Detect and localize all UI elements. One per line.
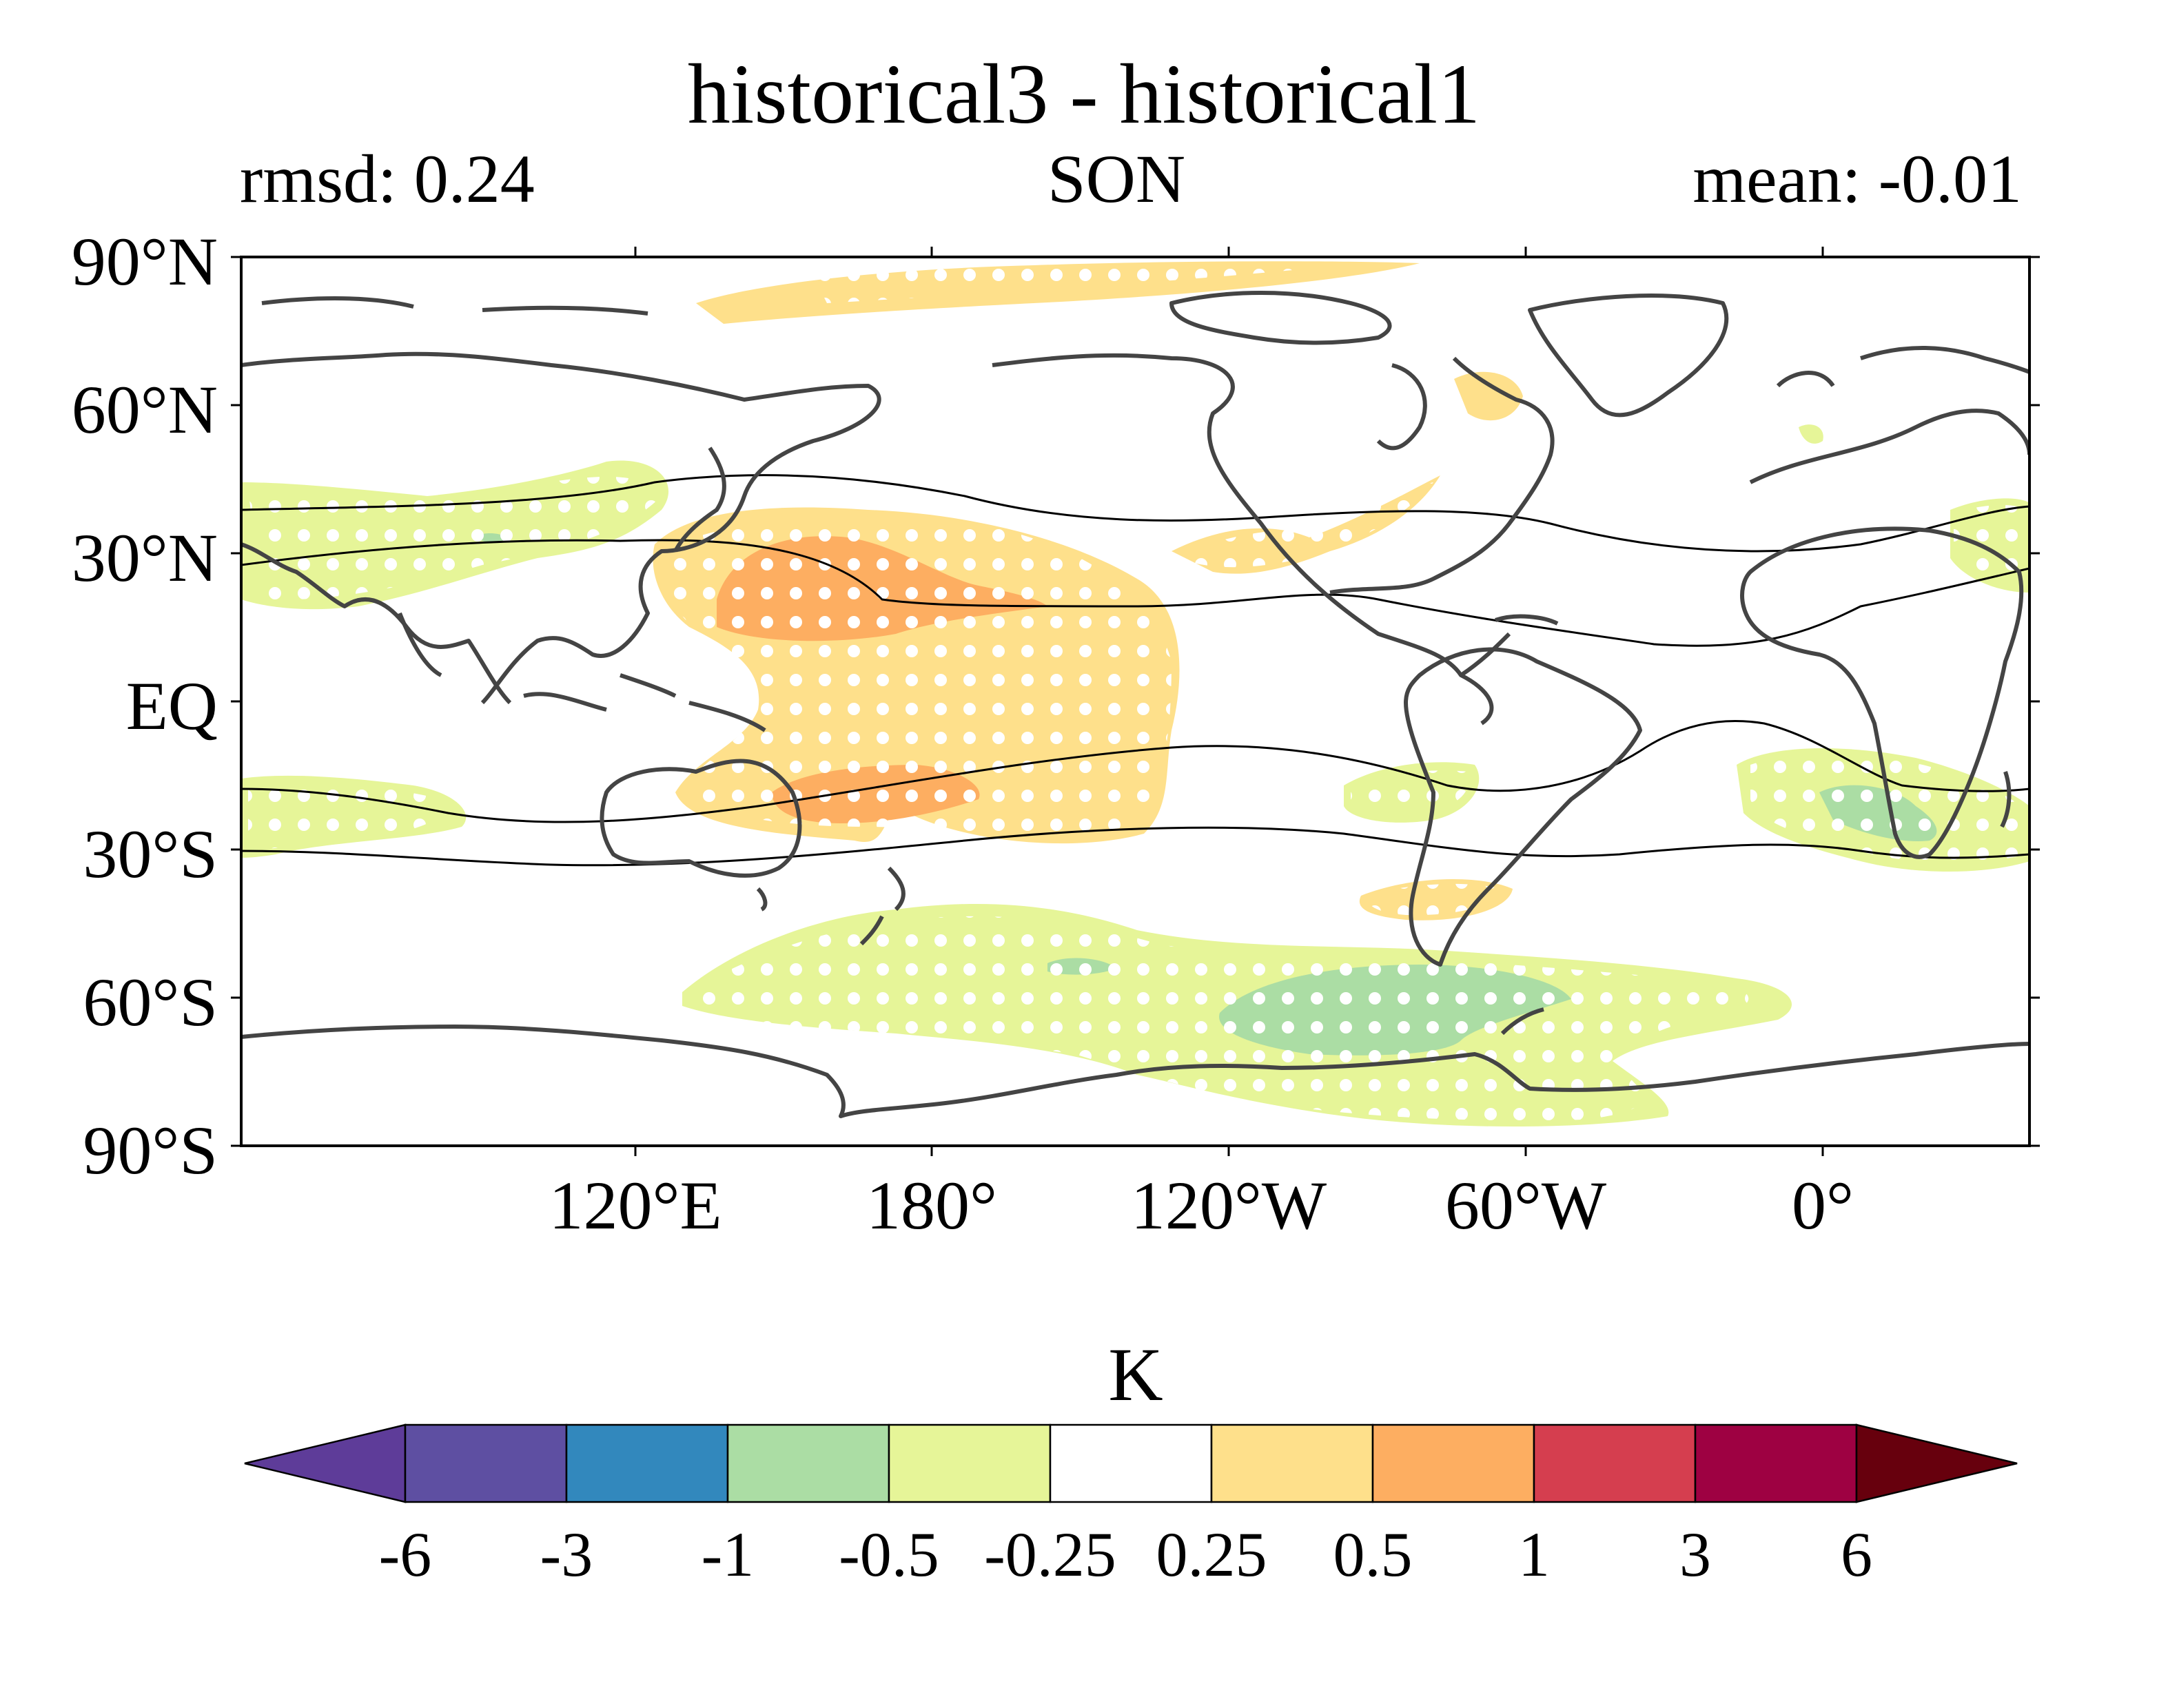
significance-stippling: [248, 263, 2026, 1121]
lon-label: 120°E: [549, 1167, 722, 1244]
lon-label: 60°W: [1444, 1167, 1607, 1244]
colorbar-extend-high: [1855, 1423, 2018, 1503]
colorbar-tick: -0.5: [839, 1519, 939, 1589]
lon-label: 180°: [866, 1167, 997, 1244]
lat-label: 90°N: [71, 223, 218, 300]
lon-label: 120°W: [1130, 1167, 1327, 1244]
lon-label: 0°: [1792, 1167, 1854, 1244]
lat-label: EQ: [125, 668, 218, 744]
colorbar-tick: -6: [378, 1519, 432, 1589]
colorbar-tick: -0.25: [984, 1519, 1116, 1589]
colorbar-tick: 0.25: [1156, 1519, 1267, 1589]
lat-label: 90°S: [83, 1112, 218, 1189]
rmsd-label: rmsd: 0.24: [240, 141, 535, 217]
colorbar-extend-low: [244, 1423, 407, 1503]
coastlines: [241, 291, 2029, 1118]
cool-anomaly-northeast-canada: [1799, 424, 1823, 444]
figure-title: historical3 - historical1: [687, 47, 1481, 141]
colorbar-tick: 0.5: [1333, 1519, 1413, 1589]
colorbar-bin: [1694, 1423, 1858, 1503]
reference-contours: [241, 474, 2029, 867]
colorbar-tick: 1: [1518, 1519, 1550, 1589]
lat-label: 60°S: [83, 964, 218, 1040]
colorbar-bin: [1049, 1423, 1213, 1503]
colorbar-bin: [404, 1423, 568, 1503]
colorbar-tick: 6: [1841, 1519, 1872, 1589]
warm-anomaly-greenland: [1454, 371, 1523, 421]
lat-label: 30°N: [71, 519, 218, 596]
lat-label: 60°N: [71, 371, 218, 448]
colorbar-bin: [1210, 1423, 1374, 1503]
colorbar-bin: [1533, 1423, 1697, 1503]
colorbar-tick: -1: [701, 1519, 755, 1589]
season-label: SON: [1047, 141, 1186, 217]
colorbar-bin: [888, 1423, 1052, 1503]
colorbar-label: K: [1108, 1333, 1163, 1417]
colorbar-bin: [726, 1423, 890, 1503]
colorbar-bin: [1371, 1423, 1535, 1503]
mean-label: mean: -0.01: [1693, 141, 2022, 217]
colorbar-tick: -3: [540, 1519, 593, 1589]
colorbar-tick: 3: [1679, 1519, 1711, 1589]
colorbar-bin: [565, 1423, 729, 1503]
lat-ticks: [231, 256, 2040, 1147]
lon-ticks: [634, 247, 1824, 1156]
lat-label: 30°S: [83, 816, 218, 892]
